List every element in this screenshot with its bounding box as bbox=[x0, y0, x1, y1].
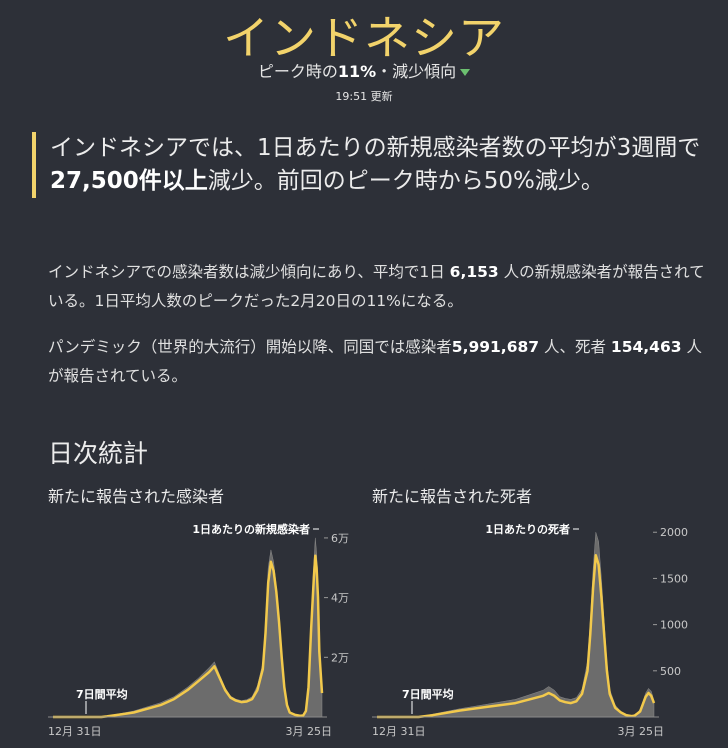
cases-chart: 2万 4万 6万 1日あたりの新規感染者 7日間平均 12月 31日 3月 25日 bbox=[48, 522, 349, 738]
cases-paragraph: インドネシアでの感染者数は減少傾向にあり、平均で1日 6,153 人の新規感染者… bbox=[48, 258, 708, 316]
cases-chart-title: 新たに報告された感染者 bbox=[48, 487, 225, 506]
trend-label: ・減少傾向 bbox=[376, 62, 457, 81]
x-tick-label-end: 3月 25日 bbox=[286, 725, 333, 738]
para1-text-1: インドネシアでの感染者数は減少傾向にあり、平均で1日 bbox=[48, 263, 450, 281]
daily-average-cases: 6,153 bbox=[449, 263, 499, 281]
lead-text-1: インドネシアでは、1日あたりの新規感染者数の平均が3週間で bbox=[50, 135, 701, 161]
y-tick-label: 500 bbox=[660, 665, 681, 678]
para2-text-1: パンデミック（世界的大流行）開始以降、同国では感染者 bbox=[48, 338, 452, 356]
subtitle-prefix: ピーク時の bbox=[257, 62, 338, 81]
total-cases: 5,991,687 bbox=[451, 338, 540, 356]
daily-annotation: 1日あたりの新規感染者 bbox=[192, 522, 310, 536]
peak-status: ピーク時の11%・減少傾向 bbox=[0, 58, 728, 82]
updated-time: 19:51 更新 bbox=[335, 90, 393, 103]
page-title: インドネシア bbox=[223, 11, 505, 65]
x-tick-label-end: 3月 25日 bbox=[618, 725, 665, 738]
para2-text-3: 人が報告されている。 bbox=[48, 338, 702, 385]
section-title: 日次統計 bbox=[48, 439, 149, 468]
y-tick-label: 1500 bbox=[660, 572, 688, 585]
deaths-chart: 500 1000 1500 2000 1日あたりの死者 7日間平均 12月 31日 3月 25… bbox=[372, 522, 688, 738]
lead-highlight: 27,500件以上 bbox=[50, 168, 208, 194]
daily-annotation: 1日あたりの死者 bbox=[485, 522, 570, 536]
y-tick-label: 2万 bbox=[331, 651, 349, 664]
seven-day-average-label: 7日間平均 bbox=[402, 687, 454, 701]
trend-down-icon bbox=[460, 69, 471, 76]
seven-day-average-line bbox=[53, 554, 324, 719]
lead-text-2: 減少。前回のピーク時から50%減少。 bbox=[207, 168, 604, 194]
peak-percentage: 11% bbox=[337, 62, 377, 81]
x-tick-label-start: 12月 31日 bbox=[48, 725, 102, 738]
para2-text-2: 人、死者 bbox=[539, 338, 611, 356]
lead-summary: インドネシアでは、1日あたりの新規感染者数の平均が3週間で 27,500件以上減少… bbox=[32, 132, 720, 198]
totals-paragraph: パンデミック（世界的大流行）開始以降、同国では感染者5,991,687 人、死者… bbox=[48, 333, 708, 391]
seven-day-average-label: 7日間平均 bbox=[76, 687, 128, 701]
y-tick-label: 2000 bbox=[660, 526, 688, 539]
deaths-chart-title: 新たに報告された死者 bbox=[372, 487, 533, 506]
seven-day-average-line bbox=[377, 554, 656, 719]
x-tick-label-start: 12月 31日 bbox=[372, 725, 426, 738]
total-deaths: 154,463 bbox=[610, 338, 682, 356]
y-tick-label: 1000 bbox=[660, 619, 688, 632]
para1-text-2: 人の新規感染者が報告されている。1日平均人数のピークだった2月20日の11%にな… bbox=[48, 263, 705, 310]
y-tick-label: 4万 bbox=[331, 592, 349, 605]
y-tick-label: 6万 bbox=[331, 532, 349, 545]
